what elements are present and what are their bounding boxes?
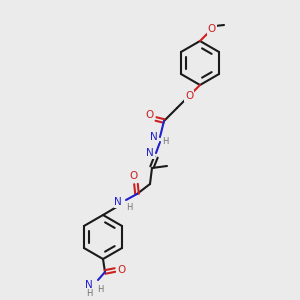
Text: N: N [146, 148, 154, 158]
Text: H: H [97, 286, 103, 295]
Text: O: O [117, 265, 125, 275]
Text: H: H [86, 289, 92, 298]
Text: O: O [145, 110, 153, 120]
Text: O: O [129, 171, 137, 181]
Text: N: N [85, 280, 93, 290]
Text: H: H [162, 136, 168, 146]
Text: H: H [126, 203, 132, 212]
Text: N: N [114, 197, 122, 207]
Text: O: O [208, 24, 216, 34]
Text: O: O [185, 91, 193, 101]
Text: N: N [150, 132, 158, 142]
